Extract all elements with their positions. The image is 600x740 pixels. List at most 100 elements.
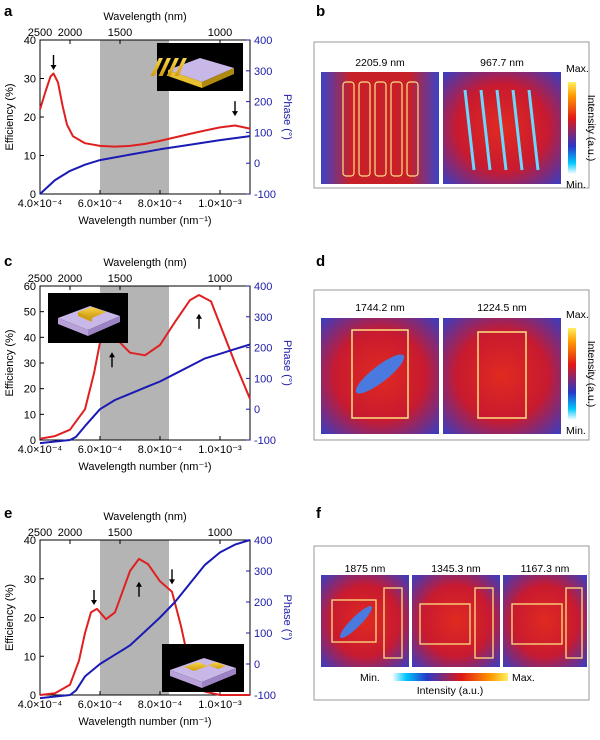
- top-tick-label: 2500: [28, 273, 52, 285]
- x-axis-title: Wavelength number (nm⁻¹): [78, 461, 211, 473]
- x-tick-label: 8.0×10⁻⁴: [138, 444, 183, 456]
- y-axis-title: Efficiency (%): [4, 584, 16, 651]
- y2-tick-label: 200: [254, 97, 272, 109]
- y2-tick-label: 400: [254, 535, 272, 547]
- peak-arrow-head: [109, 352, 115, 358]
- phase-line: [39, 135, 251, 195]
- patch-outline-d1: [351, 329, 409, 419]
- peak-arrow-head: [50, 64, 57, 70]
- x-tick-label: 4.0×10⁻⁴: [18, 699, 63, 711]
- x-tick-label: 6.0×10⁻⁴: [78, 699, 123, 711]
- y-tick-label: 30: [24, 574, 36, 586]
- y2-tick-label: 400: [254, 35, 272, 47]
- field-map-b1: [321, 72, 439, 184]
- panel-b-frame: [313, 41, 590, 189]
- map-label-d1: 1744.2 nm: [355, 302, 405, 314]
- map-label-b1: 2205.9 nm: [355, 57, 405, 69]
- y-tick-label: 10: [24, 151, 36, 163]
- panel-label-a: a: [4, 3, 13, 20]
- y2-tick-label: 300: [254, 312, 272, 324]
- patch-outline-f2b: [474, 587, 494, 659]
- y2-axis-title: Phase (°): [281, 340, 293, 386]
- panel-label-e: e: [4, 505, 12, 522]
- y-tick-label: 20: [24, 613, 36, 625]
- x-tick-label: 1.0×10⁻³: [198, 444, 242, 456]
- top-axis-title: Wavelength (nm): [103, 11, 186, 23]
- top-tick-label: 1000: [208, 527, 232, 539]
- field-map-f1: [321, 575, 409, 667]
- field-maps-d: 1744.2 nm 1224.5 nm Max. Min. Intensity …: [313, 289, 597, 441]
- field-maps-f: 1875 nm 1345.3 nm 1167.3 nm Min. Max. In…: [313, 545, 590, 701]
- top-tick-label: 1000: [208, 27, 232, 39]
- peak-arrow-head: [169, 579, 175, 585]
- y2-tick-label: 100: [254, 373, 272, 385]
- panel-label-c: c: [4, 253, 12, 270]
- panel-label-f: f: [316, 505, 322, 522]
- y-axis-title: Efficiency (%): [4, 83, 16, 150]
- panel-label-b: b: [316, 3, 325, 20]
- y-tick-label: 30: [24, 74, 36, 86]
- hotspot-f1: [340, 606, 372, 638]
- top-tick-label: 2500: [28, 27, 52, 39]
- patch-outline-f3a: [511, 603, 563, 645]
- y2-tick-label: 300: [254, 566, 272, 578]
- y2-tick-label: 200: [254, 343, 272, 355]
- structure-inset-a: [150, 43, 243, 91]
- structure-inset-e: [162, 644, 244, 692]
- top-tick-label: 1500: [108, 273, 132, 285]
- structure-inset-c: [48, 293, 128, 343]
- y2-tick-label: 100: [254, 127, 272, 139]
- y-tick-label: 40: [24, 35, 36, 47]
- x-tick-label: 6.0×10⁻⁴: [78, 444, 123, 456]
- x-axis-title: Wavelength number (nm⁻¹): [78, 215, 211, 227]
- x-tick-label: 1.0×10⁻³: [198, 699, 242, 711]
- map-label-f3: 1167.3 nm: [521, 563, 570, 575]
- map-label-d2: 1224.5 nm: [477, 302, 527, 314]
- top-tick-label: 2500: [28, 527, 52, 539]
- colorbar-label-f: Intensity (a.u.): [417, 685, 484, 697]
- colorbar-label-d: Intensity (a.u.): [585, 341, 597, 408]
- panel-f-frame: [313, 545, 590, 701]
- top-axis-title: Wavelength (nm): [103, 257, 186, 269]
- x-tick-label: 1.0×10⁻³: [198, 198, 242, 210]
- y-tick-label: 40: [24, 535, 36, 547]
- map-label-b2: 967.7 nm: [480, 57, 524, 69]
- x-tick-label: 6.0×10⁻⁴: [78, 198, 123, 210]
- field-map-f3: [503, 575, 587, 667]
- peak-arrow-head: [232, 111, 238, 117]
- field-map-f2: [412, 575, 500, 667]
- colorbar-min-f: Min.: [360, 672, 380, 684]
- colorbar-d: [568, 328, 576, 420]
- hotspot-d1: [355, 354, 405, 394]
- map-label-f2: 1345.3 nm: [431, 563, 481, 575]
- y2-tick-label: 100: [254, 628, 272, 640]
- top-tick-label: 1500: [108, 27, 132, 39]
- y-tick-label: 40: [24, 332, 36, 344]
- y2-tick-label: -100: [254, 435, 276, 447]
- peak-arrow-head: [196, 313, 202, 319]
- patch-outline-f3b: [565, 587, 583, 659]
- colorbar-f: [392, 673, 508, 681]
- colorbar-max-d: Max.: [566, 309, 589, 321]
- y-tick-label: 20: [24, 112, 36, 124]
- field-map-d2: [443, 318, 561, 434]
- colorbar-min-d: Min.: [566, 425, 586, 437]
- patch-outline-d2: [477, 331, 527, 419]
- y2-tick-label: -100: [254, 690, 276, 702]
- efficiency-line: [39, 72, 251, 148]
- y-tick-label: 10: [24, 409, 36, 421]
- y2-tick-label: 0: [254, 659, 260, 671]
- y2-axis-title: Phase (°): [281, 595, 293, 641]
- colorbar-b: [568, 82, 576, 174]
- x-tick-label: 8.0×10⁻⁴: [138, 699, 183, 711]
- peak-arrow-head: [91, 600, 97, 605]
- patch-outline-f2a: [419, 603, 471, 645]
- phase-line: [39, 343, 251, 445]
- y2-tick-label: -100: [254, 189, 276, 201]
- y-tick-label: 0: [30, 189, 36, 201]
- top-tick-label: 2000: [58, 273, 82, 285]
